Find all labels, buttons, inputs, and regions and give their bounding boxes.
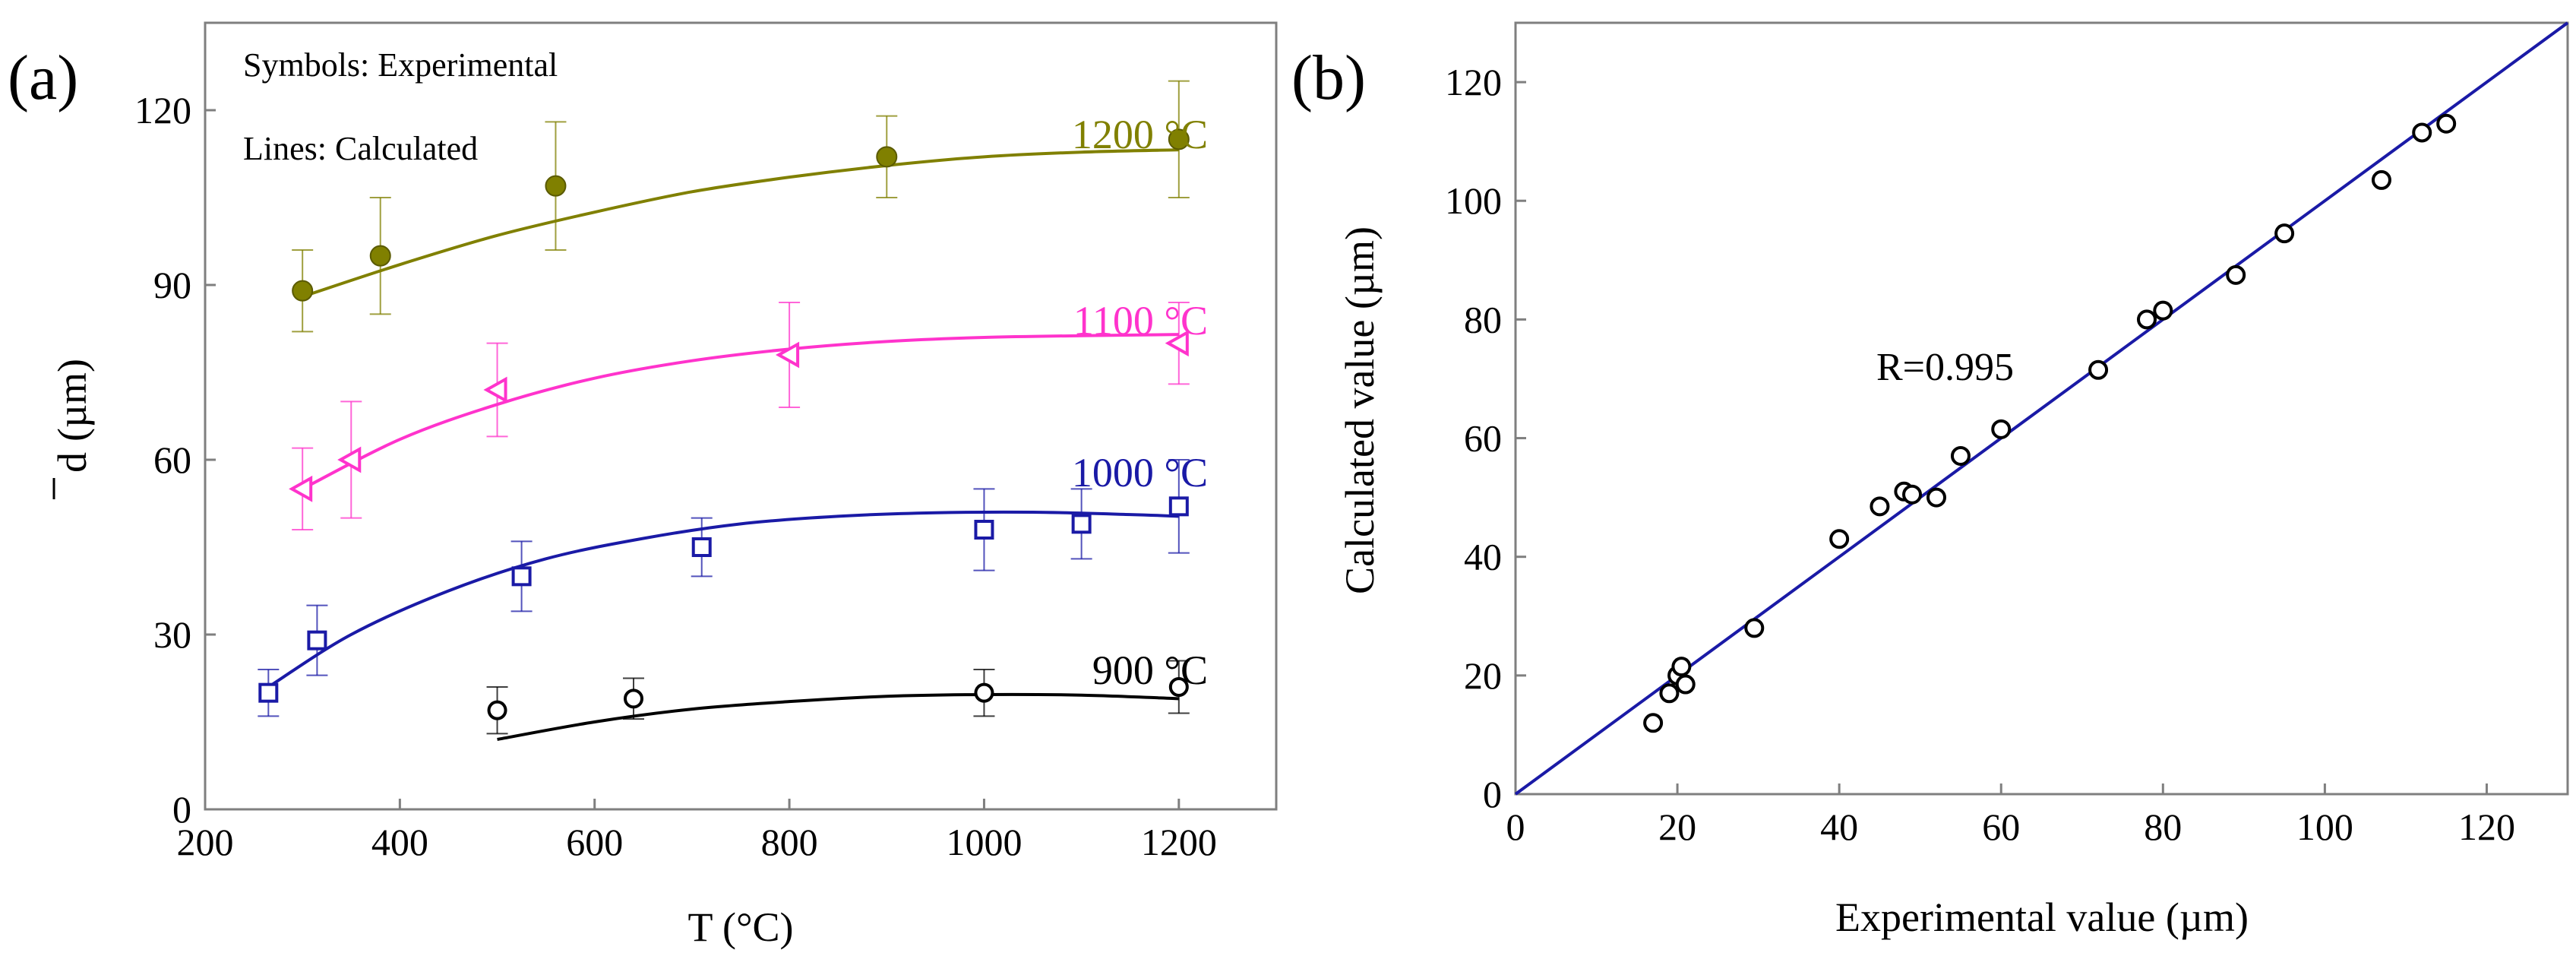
scatter-point	[2153, 300, 2173, 321]
panel-a-x-axis-label: T (°C)	[687, 904, 793, 950]
data-point-1100	[289, 475, 313, 502]
panel-b-y-axis-label: Calculated value (µm)	[1337, 226, 1383, 594]
svg-text:d(µm): d (µm)	[49, 359, 95, 473]
scatter-point	[2274, 223, 2295, 244]
y-tick-label: 60	[1464, 417, 1502, 460]
panel-a: (a) 200 400 600 800 1000 1200 0 30 60 90 120 Symbo…	[8, 21, 1278, 950]
y-tick-label: 0	[1483, 773, 1502, 815]
x-tick-label: 20	[1658, 806, 1696, 848]
scatter-point	[1675, 674, 1696, 695]
data-point-1100	[483, 376, 507, 404]
x-tick-label: 0	[1506, 806, 1525, 848]
panel-a-ticks: 200 400 600 800 1000 1200 0 30 60 90 120	[134, 89, 1217, 863]
scatter-point	[2137, 309, 2157, 330]
y-tick-label: 30	[153, 613, 191, 656]
data-point-1200	[545, 175, 567, 197]
data-point-1000	[307, 630, 327, 651]
x-tick-label: 60	[1982, 806, 2020, 848]
data-point-1100	[775, 341, 800, 369]
panel-b-plot-frame	[1514, 21, 2569, 796]
fit-line-1200	[302, 148, 1179, 299]
data-point-1000	[974, 520, 994, 540]
panel-b-data-points	[1643, 113, 2457, 733]
data-point-1000	[258, 682, 279, 703]
data-point-900	[624, 689, 643, 709]
panel-a-fit-lines	[267, 148, 1179, 741]
scatter-point	[2371, 169, 2391, 190]
fit-line-1100	[302, 333, 1179, 491]
x-tick-label: 100	[2296, 806, 2353, 848]
scatter-point	[1671, 657, 1692, 677]
scatter-point	[1926, 487, 1946, 508]
scatter-point	[1643, 713, 1664, 733]
scatter-point	[1991, 419, 2012, 439]
scatter-point	[1829, 529, 1850, 549]
panel-b-x-axis-label: Experimental value (µm)	[1835, 894, 2249, 940]
data-point-1100	[337, 446, 362, 473]
data-point-1000	[1168, 496, 1189, 517]
x-tick-label: 120	[2458, 806, 2515, 848]
x-tick-label: 1200	[1141, 821, 1217, 863]
scatter-point	[1902, 484, 1923, 505]
panel-a-label: (a)	[8, 43, 78, 113]
scatter-point	[1870, 496, 1890, 517]
y-tick-label: 20	[1464, 654, 1502, 697]
scatter-point	[2436, 113, 2457, 134]
panel-a-plot-frame	[204, 21, 1278, 811]
fit-line-900	[497, 692, 1179, 741]
y-tick-label: 90	[153, 264, 191, 306]
data-point-1200	[292, 280, 314, 302]
data-point-1200	[876, 146, 898, 168]
fit-line-1000	[267, 510, 1179, 689]
data-point-1000	[511, 566, 532, 587]
data-point-900	[1168, 677, 1189, 697]
x-tick-label: 80	[2144, 806, 2182, 848]
y-tick-label: 60	[153, 438, 191, 481]
scatter-point	[2412, 122, 2432, 143]
series-label-900: 900 °C	[1092, 647, 1208, 693]
y-tick-label: 100	[1445, 179, 1502, 222]
series-label-1100: 1100 °C	[1073, 298, 1208, 343]
y-label-symbol: d	[49, 452, 95, 473]
scatter-point	[2088, 359, 2109, 380]
data-point-1100	[1165, 330, 1189, 357]
x-tick-label: 200	[177, 821, 234, 863]
scatter-point	[1744, 618, 1765, 638]
data-point-1200	[1168, 128, 1190, 150]
panel-b: (b) 0 20 40 60 80 100 120 0 20 40 60 80 100 120 R=0.9…	[1291, 21, 2569, 940]
x-tick-label: 1000	[946, 821, 1022, 863]
data-point-1200	[369, 245, 391, 267]
y-tick-label: 120	[1445, 61, 1502, 103]
panel-b-ticks: 0 20 40 60 80 100 120 0 20 40 60 80 100 120	[1445, 61, 2515, 848]
data-point-900	[974, 682, 994, 703]
legend-note-lines: Lines: Calculated	[243, 130, 478, 167]
scatter-point	[1950, 445, 1971, 466]
y-tick-label: 120	[134, 89, 191, 131]
x-tick-label: 400	[371, 821, 428, 863]
x-tick-label: 40	[1820, 806, 1858, 848]
panel-a-data-points	[258, 80, 1190, 735]
y-label-unit: (µm)	[49, 359, 95, 442]
panel-a-y-axis-label: d (µm)	[49, 359, 95, 499]
y-tick-label: 40	[1464, 536, 1502, 578]
data-point-900	[487, 700, 507, 720]
y-tick-label: 0	[172, 788, 191, 831]
series-label-1000: 1000 °C	[1072, 450, 1208, 495]
series-label-1200: 1200 °C	[1072, 112, 1208, 157]
correlation-annotation: R=0.995	[1876, 346, 2014, 389]
legend-note-symbols: Symbols: Experimental	[243, 46, 558, 84]
scatter-point	[1659, 683, 1680, 704]
data-point-1000	[691, 537, 712, 557]
y-tick-label: 80	[1464, 298, 1502, 340]
x-tick-label: 800	[761, 821, 818, 863]
scatter-point	[2226, 264, 2246, 285]
data-point-1000	[1071, 514, 1092, 534]
x-tick-label: 600	[566, 821, 623, 863]
panel-b-label: (b)	[1291, 43, 1366, 113]
